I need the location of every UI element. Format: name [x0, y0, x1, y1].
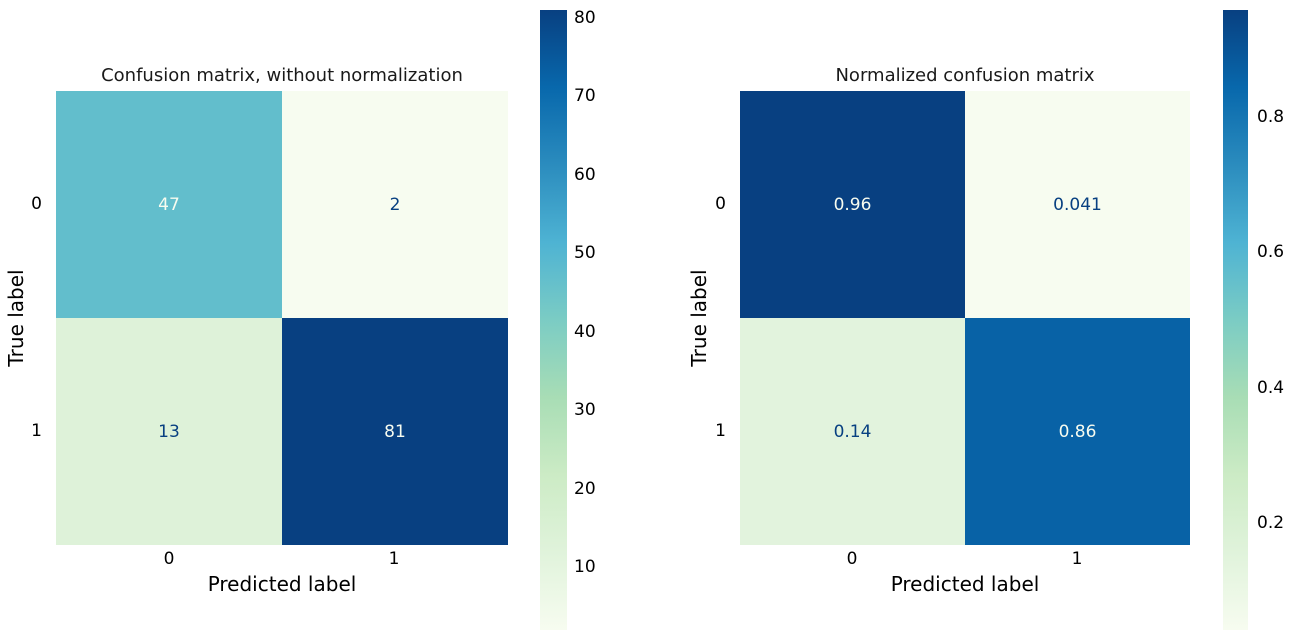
matrix-cell: 47	[56, 91, 282, 318]
y-tick-label: 1	[31, 421, 42, 441]
colorbar-gradient	[540, 10, 567, 630]
x-tick-label: 1	[388, 549, 400, 569]
matrix-cell: 0.041	[965, 91, 1190, 318]
colorbar-tick-label: 0.8	[1257, 107, 1285, 127]
y-axis-label: True label	[687, 269, 711, 367]
y-tick-label: 0	[715, 194, 726, 214]
heatmap: 47 2 13 81	[56, 91, 508, 545]
colorbar-tick-label: 30	[574, 400, 596, 420]
matrix-cell: 0.96	[740, 91, 965, 318]
matrix-cell: 13	[56, 318, 282, 545]
colorbar-tick-label: 0.6	[1257, 242, 1285, 262]
heatmap: 0.96 0.041 0.14 0.86	[740, 91, 1190, 545]
y-axis-label: True label	[4, 269, 28, 367]
y-tick-label: 0	[31, 194, 42, 214]
plot-title: Normalized confusion matrix	[835, 65, 1095, 86]
matrix-cell: 0.86	[965, 318, 1190, 545]
x-tick-label: 0	[163, 549, 175, 569]
x-axis-label: Predicted label	[207, 572, 357, 596]
colorbar-tick-label: 50	[574, 243, 596, 263]
colorbar-gradient	[1223, 10, 1248, 630]
colorbar-tick-label: 10	[574, 557, 596, 577]
x-tick-label: 1	[1071, 549, 1083, 569]
x-tick-label: 0	[846, 549, 858, 569]
matrix-cell: 0.14	[740, 318, 965, 545]
x-axis-label: Predicted label	[890, 572, 1040, 596]
y-tick-label: 1	[715, 421, 726, 441]
matrix-cell: 2	[282, 91, 508, 318]
colorbar-tick-label: 0.2	[1257, 513, 1285, 533]
plot-title: Confusion matrix, without normalization	[101, 65, 463, 86]
colorbar-tick-label: 80	[574, 8, 596, 28]
colorbar-tick-label: 20	[574, 479, 596, 499]
matrix-cell: 81	[282, 318, 508, 545]
colorbar-tick-label: 70	[574, 86, 596, 106]
colorbar-tick-label: 0.4	[1257, 378, 1285, 398]
colorbar-tick-label: 40	[574, 322, 596, 342]
colorbar-tick-label: 60	[574, 165, 596, 185]
